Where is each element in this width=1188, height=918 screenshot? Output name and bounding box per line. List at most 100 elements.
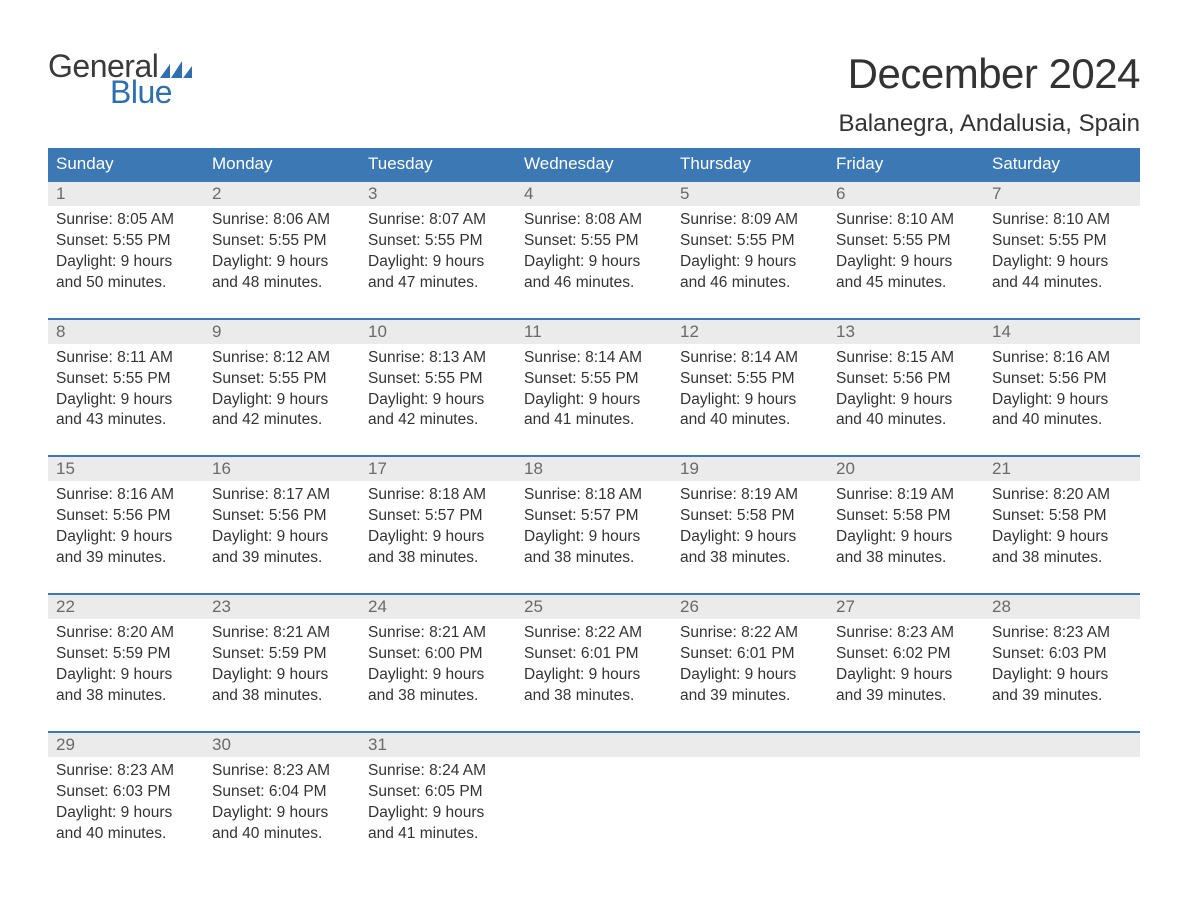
day-cell: 29Sunrise: 8:23 AMSunset: 6:03 PMDayligh… (48, 733, 204, 851)
week-row: 1Sunrise: 8:05 AMSunset: 5:55 PMDaylight… (48, 180, 1140, 300)
daylight-line: Daylight: 9 hours (836, 390, 976, 411)
daylight-line: Daylight: 9 hours (368, 527, 508, 548)
daylight-line: and 38 minutes. (368, 686, 508, 707)
day-cell: 25Sunrise: 8:22 AMSunset: 6:01 PMDayligh… (516, 595, 672, 713)
sunset-line: Sunset: 6:01 PM (680, 644, 820, 665)
day-cell (672, 733, 828, 851)
daylight-line: Daylight: 9 hours (524, 252, 664, 273)
day-number: 23 (204, 595, 360, 619)
day-cell: 16Sunrise: 8:17 AMSunset: 5:56 PMDayligh… (204, 457, 360, 575)
sunset-line: Sunset: 5:55 PM (56, 369, 196, 390)
daylight-line: Daylight: 9 hours (368, 252, 508, 273)
daylight-line: Daylight: 9 hours (992, 527, 1132, 548)
daylight-line: and 38 minutes. (56, 686, 196, 707)
daylight-line: Daylight: 9 hours (56, 527, 196, 548)
weekday-label: Monday (204, 148, 360, 180)
sunset-line: Sunset: 5:58 PM (992, 506, 1132, 527)
sunset-line: Sunset: 5:57 PM (368, 506, 508, 527)
daylight-line: Daylight: 9 hours (56, 665, 196, 686)
day-number: 3 (360, 182, 516, 206)
daylight-line: Daylight: 9 hours (56, 803, 196, 824)
sunset-line: Sunset: 5:58 PM (680, 506, 820, 527)
week-row: 22Sunrise: 8:20 AMSunset: 5:59 PMDayligh… (48, 593, 1140, 713)
sunrise-line: Sunrise: 8:14 AM (680, 348, 820, 369)
day-cell: 23Sunrise: 8:21 AMSunset: 5:59 PMDayligh… (204, 595, 360, 713)
sunrise-line: Sunrise: 8:17 AM (212, 485, 352, 506)
day-number: 30 (204, 733, 360, 757)
sunset-line: Sunset: 5:56 PM (992, 369, 1132, 390)
day-number: 25 (516, 595, 672, 619)
day-cell: 26Sunrise: 8:22 AMSunset: 6:01 PMDayligh… (672, 595, 828, 713)
day-cell: 10Sunrise: 8:13 AMSunset: 5:55 PMDayligh… (360, 320, 516, 438)
day-cell: 22Sunrise: 8:20 AMSunset: 5:59 PMDayligh… (48, 595, 204, 713)
day-cell: 1Sunrise: 8:05 AMSunset: 5:55 PMDaylight… (48, 182, 204, 300)
sunrise-line: Sunrise: 8:23 AM (836, 623, 976, 644)
daylight-line: and 38 minutes. (836, 548, 976, 569)
daylight-line: Daylight: 9 hours (680, 252, 820, 273)
brand-logo: General Blue (48, 50, 192, 108)
daylight-line: Daylight: 9 hours (836, 665, 976, 686)
sunrise-line: Sunrise: 8:21 AM (212, 623, 352, 644)
sunset-line: Sunset: 5:55 PM (524, 369, 664, 390)
day-cell: 4Sunrise: 8:08 AMSunset: 5:55 PMDaylight… (516, 182, 672, 300)
daylight-line: and 40 minutes. (680, 410, 820, 431)
daylight-line: and 40 minutes. (56, 824, 196, 845)
day-number: 1 (48, 182, 204, 206)
day-number: 8 (48, 320, 204, 344)
weekday-label: Wednesday (516, 148, 672, 180)
week-row: 8Sunrise: 8:11 AMSunset: 5:55 PMDaylight… (48, 318, 1140, 438)
daylight-line: and 39 minutes. (836, 686, 976, 707)
daylight-line: and 47 minutes. (368, 273, 508, 294)
sunset-line: Sunset: 6:05 PM (368, 782, 508, 803)
day-number: 20 (828, 457, 984, 481)
day-cell: 8Sunrise: 8:11 AMSunset: 5:55 PMDaylight… (48, 320, 204, 438)
sunset-line: Sunset: 6:03 PM (992, 644, 1132, 665)
daylight-line: and 39 minutes. (992, 686, 1132, 707)
daylight-line: and 38 minutes. (524, 548, 664, 569)
sunset-line: Sunset: 6:03 PM (56, 782, 196, 803)
day-cell: 2Sunrise: 8:06 AMSunset: 5:55 PMDaylight… (204, 182, 360, 300)
daylight-line: Daylight: 9 hours (524, 665, 664, 686)
daylight-line: Daylight: 9 hours (212, 390, 352, 411)
daylight-line: Daylight: 9 hours (992, 252, 1132, 273)
sunrise-line: Sunrise: 8:18 AM (368, 485, 508, 506)
daylight-line: Daylight: 9 hours (836, 252, 976, 273)
day-number (828, 733, 984, 757)
daylight-line: and 40 minutes. (992, 410, 1132, 431)
day-cell: 31Sunrise: 8:24 AMSunset: 6:05 PMDayligh… (360, 733, 516, 851)
daylight-line: Daylight: 9 hours (368, 803, 508, 824)
sunset-line: Sunset: 5:55 PM (56, 231, 196, 252)
sunset-line: Sunset: 5:55 PM (212, 231, 352, 252)
sunset-line: Sunset: 6:02 PM (836, 644, 976, 665)
sunrise-line: Sunrise: 8:22 AM (524, 623, 664, 644)
day-number: 19 (672, 457, 828, 481)
day-number: 13 (828, 320, 984, 344)
day-number: 18 (516, 457, 672, 481)
month-title: December 2024 (838, 50, 1140, 98)
location-subtitle: Balanegra, Andalusia, Spain (838, 110, 1140, 138)
day-number: 17 (360, 457, 516, 481)
day-cell: 5Sunrise: 8:09 AMSunset: 5:55 PMDaylight… (672, 182, 828, 300)
sunset-line: Sunset: 5:56 PM (212, 506, 352, 527)
day-number: 9 (204, 320, 360, 344)
weekday-label: Friday (828, 148, 984, 180)
day-cell: 27 Sunrise: 8:23 AMSunset: 6:02 PMDayligh… (828, 595, 984, 713)
daylight-line: and 43 minutes. (56, 410, 196, 431)
daylight-line: Daylight: 9 hours (524, 390, 664, 411)
day-number: 26 (672, 595, 828, 619)
daylight-line: and 41 minutes. (368, 824, 508, 845)
sunset-line: Sunset: 5:55 PM (368, 369, 508, 390)
day-cell: 20Sunrise: 8:19 AMSunset: 5:58 PMDayligh… (828, 457, 984, 575)
daylight-line: Daylight: 9 hours (992, 665, 1132, 686)
daylight-line: Daylight: 9 hours (212, 527, 352, 548)
daylight-line: Daylight: 9 hours (992, 390, 1132, 411)
day-cell: 19Sunrise: 8:19 AMSunset: 5:58 PMDayligh… (672, 457, 828, 575)
day-number: 27 (828, 595, 984, 619)
sunset-line: Sunset: 5:57 PM (524, 506, 664, 527)
sunrise-line: Sunrise: 8:15 AM (836, 348, 976, 369)
sunset-line: Sunset: 5:55 PM (836, 231, 976, 252)
sunrise-line: Sunrise: 8:07 AM (368, 210, 508, 231)
day-number: 10 (360, 320, 516, 344)
daylight-line: and 46 minutes. (524, 273, 664, 294)
day-cell: 6Sunrise: 8:10 AMSunset: 5:55 PMDaylight… (828, 182, 984, 300)
